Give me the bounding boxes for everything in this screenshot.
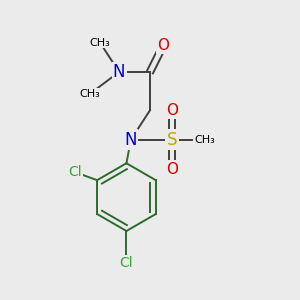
Text: Cl: Cl (68, 165, 82, 179)
Text: CH₃: CH₃ (79, 89, 100, 99)
Text: CH₃: CH₃ (194, 135, 215, 145)
Text: N: N (113, 63, 125, 81)
Text: CH₃: CH₃ (90, 38, 110, 47)
Text: O: O (157, 38, 169, 53)
Text: Cl: Cl (120, 256, 133, 270)
Text: S: S (167, 131, 177, 149)
Text: N: N (124, 131, 137, 149)
Text: O: O (166, 103, 178, 118)
Text: O: O (166, 162, 178, 177)
